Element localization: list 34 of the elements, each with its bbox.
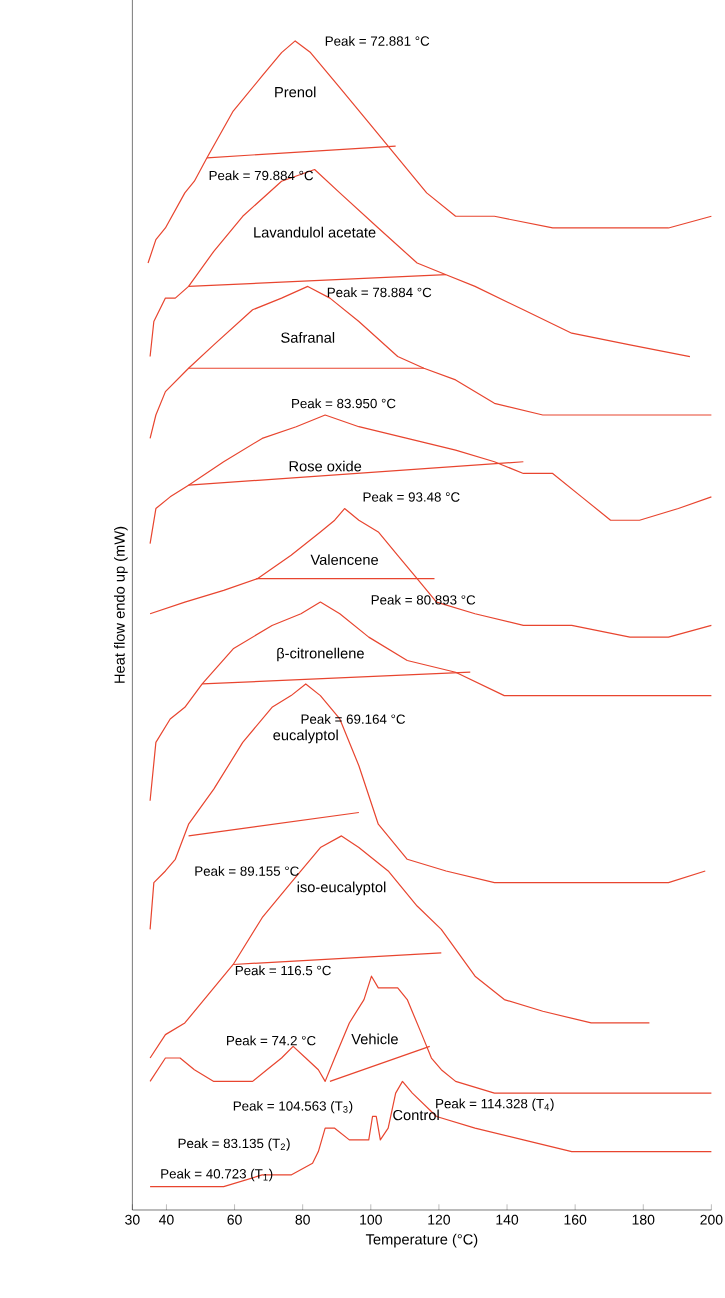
- x-tick-label: 100: [360, 1214, 382, 1225]
- x-tick-label: 180: [632, 1214, 655, 1225]
- y-axis-title: Heat flow endo up (mW): [113, 526, 128, 683]
- x-tick-label: 40: [158, 1214, 174, 1225]
- series-label: eucalyptol: [273, 729, 338, 744]
- x-tick-label: 160: [564, 1214, 587, 1225]
- annotation: Peak = 79.884 °C: [209, 170, 313, 181]
- x-tick-label: 80: [295, 1214, 310, 1225]
- annotation: Peak = 89.155 °C: [195, 866, 299, 876]
- annotation: Peak = 72.881 °C: [325, 36, 430, 46]
- annotation: Peak = 104.563 (T$_{3}$): [233, 1100, 353, 1114]
- x-axis-title: Temperature (°C): [365, 1233, 478, 1248]
- annotation: Peak = 78.884 °C: [327, 287, 432, 298]
- annotation: Peak = 69.164 °C: [301, 714, 405, 724]
- series-label: β-citronellene: [277, 647, 364, 662]
- annotation: Peak = 83.135 (T$_{2}$): [178, 1138, 290, 1151]
- x-tick-label: 200: [700, 1214, 723, 1225]
- series-label: iso-eucalyptol: [297, 881, 386, 896]
- annotation: Peak = 83.950 °C: [291, 398, 396, 409]
- annotation: Peak = 74.2 °C: [226, 1035, 316, 1046]
- series-label: Prenol: [275, 86, 316, 98]
- annotation: Peak = 116.5 °C: [235, 965, 331, 976]
- series-label: Lavandulol acetate: [254, 226, 376, 238]
- series-label: Vehicle: [351, 1033, 398, 1045]
- x-tick-label: 120: [428, 1214, 450, 1225]
- annotation: Peak = 93.48 °C: [363, 491, 460, 502]
- series-label: Safranal: [280, 332, 334, 343]
- x-tick-label: 140: [496, 1214, 518, 1225]
- x-tick-label: 30: [124, 1214, 140, 1225]
- series-label: Valencene: [310, 554, 378, 565]
- x-tick-label: 60: [227, 1214, 242, 1225]
- annotation: Peak = 114.328 (T$_{4}$): [435, 1098, 554, 1111]
- text: Rose oxide: [289, 460, 361, 472]
- series-label: Control: [393, 1109, 439, 1121]
